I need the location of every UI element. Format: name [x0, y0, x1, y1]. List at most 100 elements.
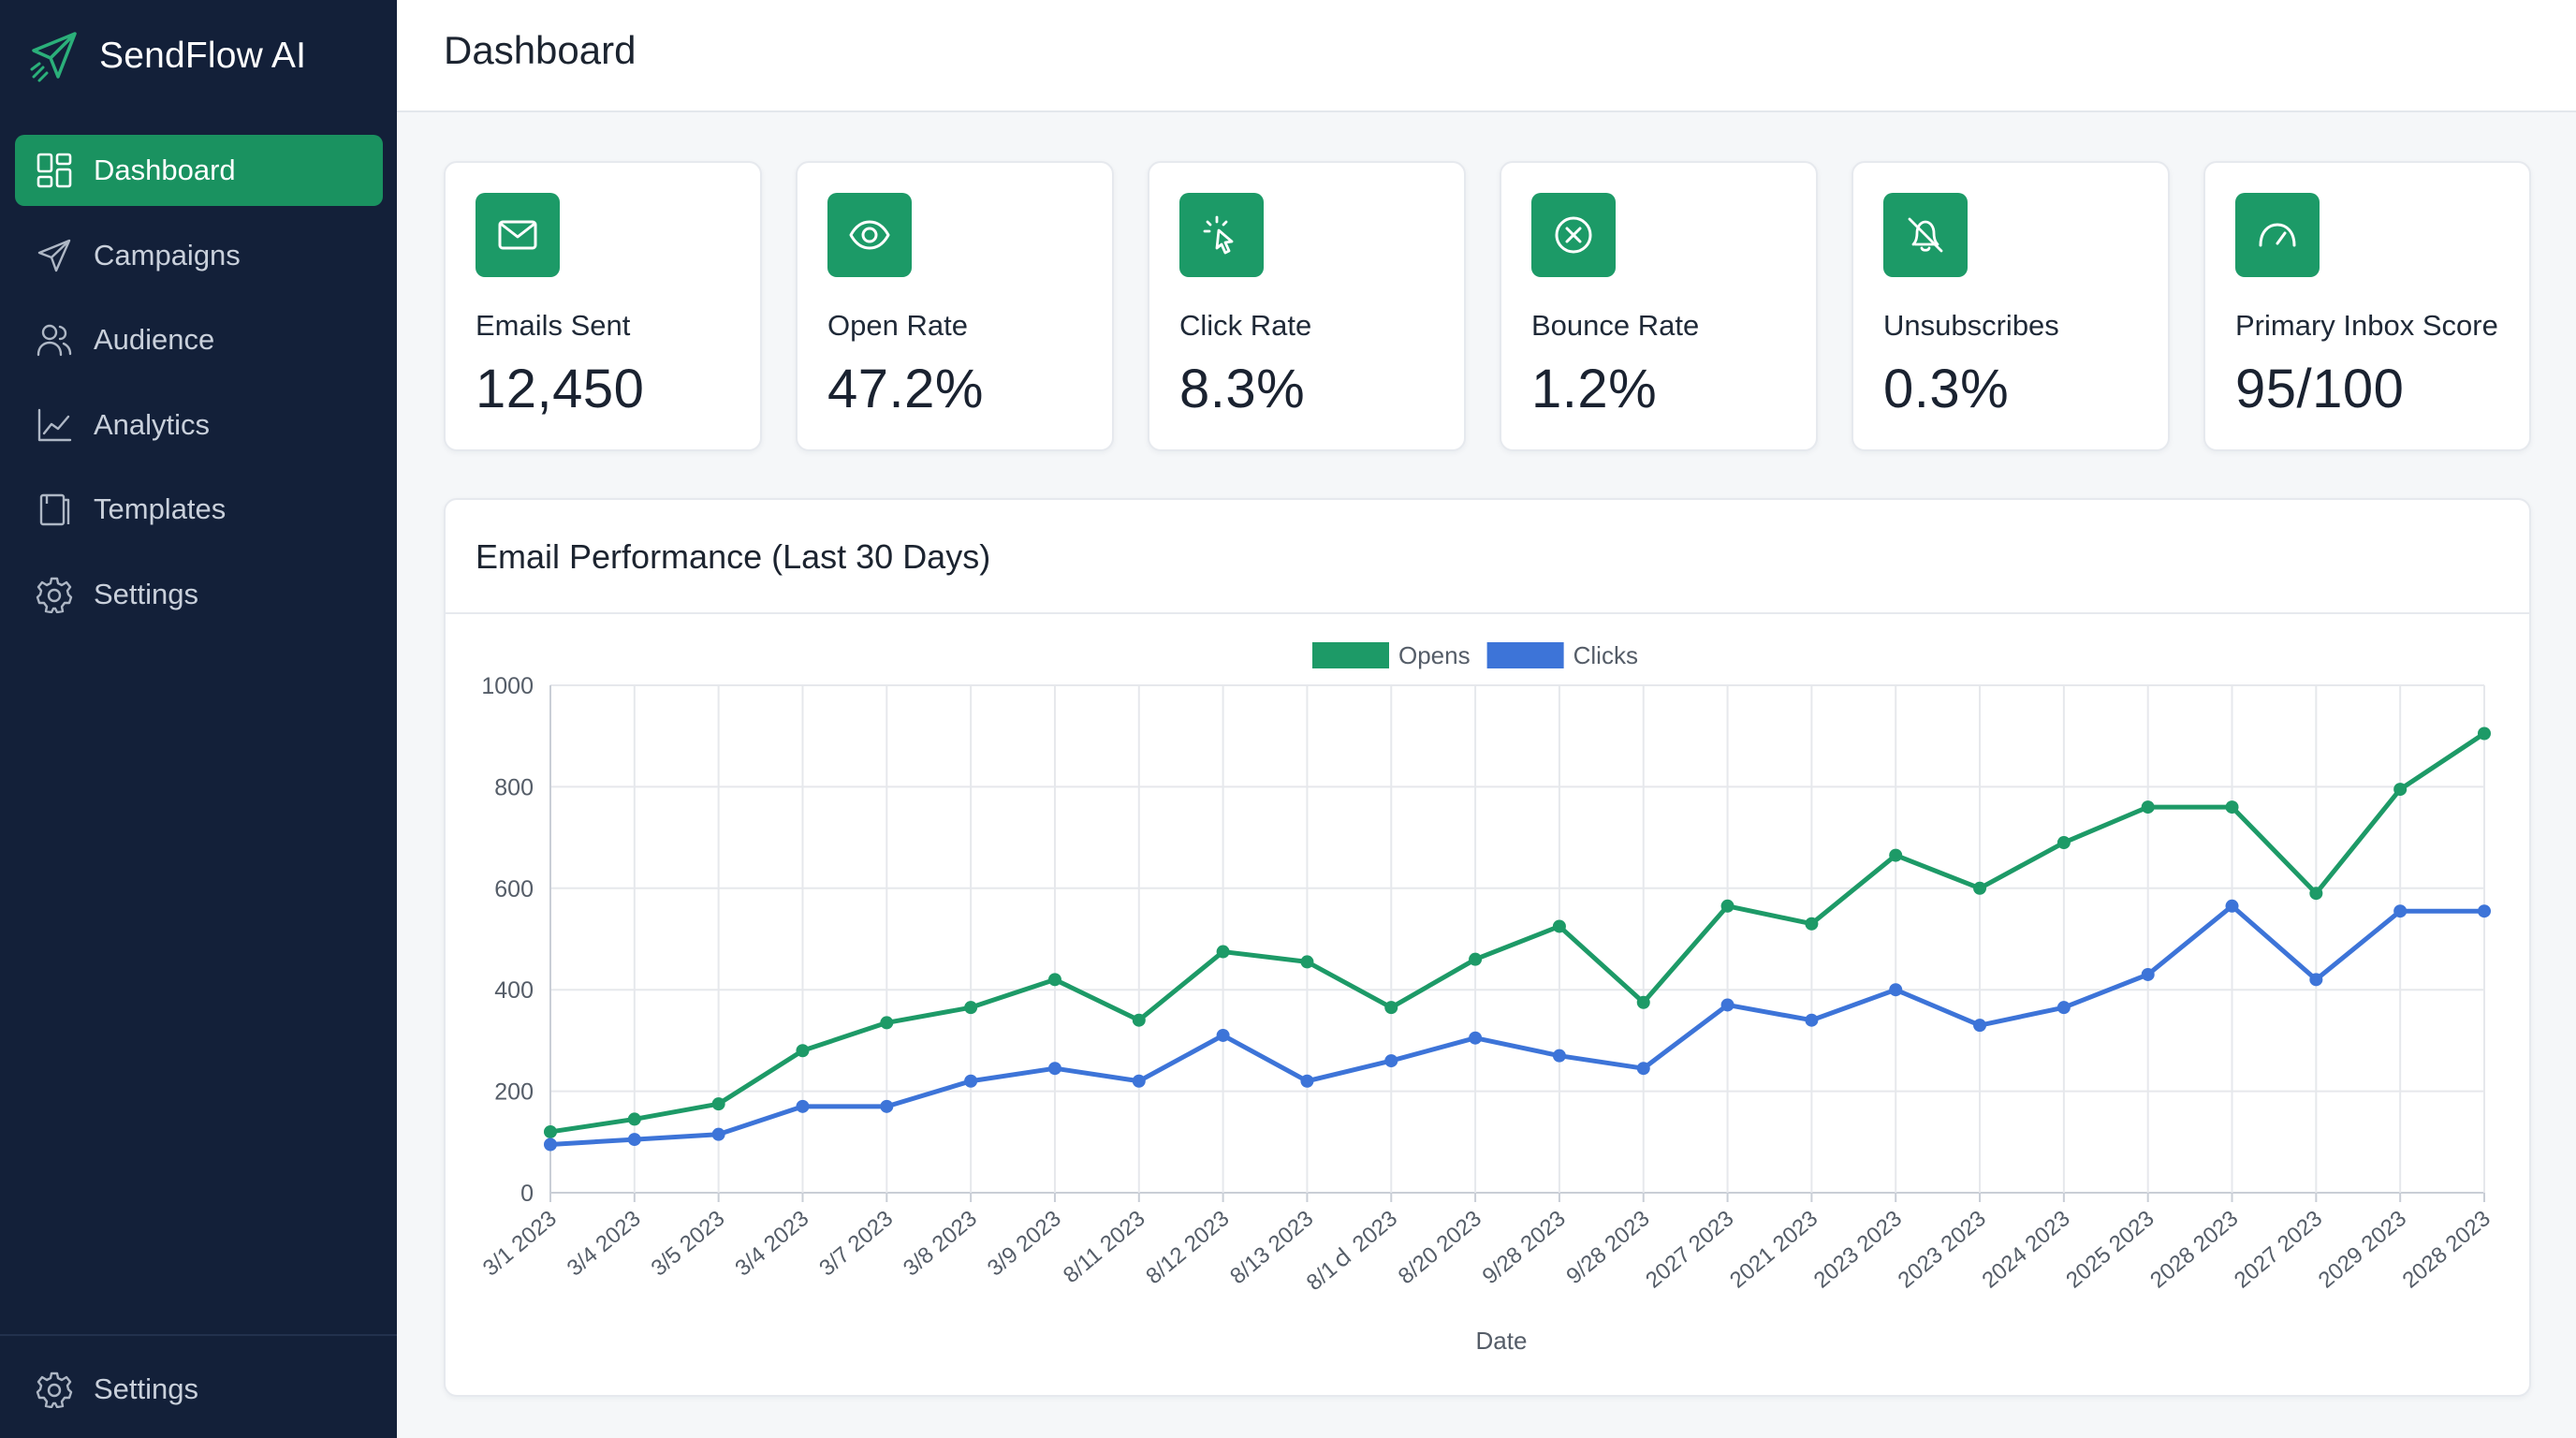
data-point-opens: [1384, 1001, 1398, 1015]
panel-divider: [446, 612, 2529, 614]
x-tick-label: 2024 2023: [1977, 1206, 2074, 1294]
series-line-clicks: [549, 903, 2484, 1148]
data-point-clicks: [2056, 1001, 2071, 1015]
chart-series: [544, 726, 2491, 1152]
data-point-clicks: [2309, 973, 2323, 987]
sidebar-item-label: Audience: [94, 323, 215, 356]
data-point-clicks: [880, 1099, 894, 1113]
series-line-opens: [549, 731, 2486, 1135]
stat-card-unsubscribes[interactable]: Unsubscribes 0.3%: [1852, 161, 2170, 451]
data-point-clicks: [1973, 1019, 1987, 1033]
y-tick-label: 200: [494, 1079, 534, 1106]
x-tick-label: 2028 2023: [2145, 1206, 2243, 1294]
sidebar-item-settings[interactable]: Settings: [15, 559, 383, 630]
data-point-opens: [1889, 848, 1903, 862]
sidebar-item-analytics[interactable]: Analytics: [15, 389, 383, 461]
sidebar-item-campaigns[interactable]: Campaigns: [15, 220, 383, 291]
stat-card-bounce-rate[interactable]: Bounce Rate 1.2%: [1500, 161, 1818, 451]
x-tick-label: 3/4 2023: [563, 1206, 646, 1282]
x-tick-label: 8/12 2023: [1141, 1206, 1234, 1289]
x-tick-label: 8/1ｄ 2023: [1302, 1206, 1402, 1296]
data-point-opens: [711, 1097, 725, 1111]
x-axis-ticks: 3/1 2023 3/4 2023 3/5 2023 3/4 2023 3/7 2023…: [478, 1206, 2496, 1296]
legend-label-clicks: Clicks: [1573, 641, 1638, 669]
stat-card-emails-sent[interactable]: Emails Sent 12,450: [444, 161, 762, 451]
stat-value: 1.2%: [1531, 359, 1658, 419]
stat-value: 12,450: [476, 359, 645, 419]
stat-label: Unsubscribes: [1883, 309, 2059, 342]
brand[interactable]: SendFlow AI: [30, 26, 306, 86]
cursor-click-icon: [1179, 193, 1264, 277]
data-point-clicks: [964, 1074, 978, 1088]
line-chart-icon: [37, 408, 72, 441]
x-tick-label: 8/11 2023: [1059, 1206, 1150, 1288]
sidebar-item-label: Templates: [94, 492, 227, 525]
legend-swatch-clicks: [1486, 642, 1564, 668]
data-point-clicks: [1552, 1049, 1566, 1063]
bell-off-icon: [1883, 193, 1968, 277]
sidebar-item-label: Campaigns: [94, 238, 241, 271]
data-point-opens: [1216, 945, 1230, 959]
eye-icon: [827, 193, 912, 277]
stat-value: 0.3%: [1883, 359, 2010, 419]
stat-label: Primary Inbox Score: [2235, 309, 2498, 342]
data-point-opens: [1469, 952, 1483, 966]
x-tick-label: 2023 2023: [1894, 1206, 1991, 1294]
x-circle-icon: [1531, 193, 1616, 277]
data-point-opens: [964, 1001, 978, 1015]
data-point-clicks: [1132, 1074, 1146, 1088]
stat-card-click-rate[interactable]: Click Rate 8.3%: [1148, 161, 1466, 451]
page-header: Dashboard: [397, 0, 2576, 112]
data-point-clicks: [796, 1099, 810, 1113]
sidebar-item-dashboard[interactable]: Dashboard: [15, 135, 383, 206]
data-point-opens: [1552, 919, 1566, 933]
y-tick-label: 1000: [481, 673, 534, 699]
envelope-icon: [476, 193, 560, 277]
stat-value: 95/100: [2235, 359, 2405, 419]
data-point-clicks: [2141, 967, 2155, 981]
data-point-clicks: [2478, 904, 2491, 918]
chart-title: Email Performance (Last 30 Days): [476, 537, 991, 576]
sidebar-item-templates[interactable]: Templates: [15, 474, 383, 545]
sidebar-nav: Dashboard Campaigns Audience Analytics: [15, 135, 383, 643]
chart-legend: Opens Clicks: [1312, 641, 1638, 669]
data-point-clicks: [2393, 904, 2408, 918]
data-point-clicks: [2225, 899, 2239, 913]
x-tick-label: 3/4 2023: [730, 1206, 813, 1282]
users-icon: [37, 324, 72, 357]
data-point-clicks: [1469, 1031, 1483, 1045]
sidebar-item-label: Settings: [94, 1372, 199, 1405]
data-point-opens: [1636, 995, 1650, 1009]
sidebar-item-audience[interactable]: Audience: [15, 304, 383, 375]
y-tick-label: 600: [494, 876, 534, 902]
x-tick-label: 2021 2023: [1725, 1206, 1822, 1294]
x-tick-label: 2029 2023: [2314, 1206, 2411, 1294]
sidebar: SendFlow AI Dashboard Campaigns Audience: [0, 0, 397, 1438]
data-point-opens: [796, 1044, 810, 1058]
stat-label: Emails Sent: [476, 309, 631, 342]
sidebar-item-label: Dashboard: [94, 154, 236, 186]
data-point-opens: [1720, 899, 1734, 913]
x-tick-label: 3/7 2023: [814, 1206, 898, 1282]
data-point-opens: [2056, 836, 2071, 850]
data-point-clicks: [1216, 1028, 1230, 1042]
stat-label: Bounce Rate: [1531, 309, 1700, 342]
data-point-opens: [2478, 726, 2491, 741]
data-point-clicks: [1636, 1062, 1650, 1076]
paper-plane-logo-icon: [30, 32, 77, 82]
sidebar-bottom: Settings: [15, 1354, 383, 1438]
stat-card-primary-inbox-score[interactable]: Primary Inbox Score 95/100: [2203, 161, 2531, 451]
x-tick-label: 2028 2023: [2398, 1206, 2496, 1294]
gauge-icon: [2235, 193, 2320, 277]
sidebar-bottom-settings[interactable]: Settings: [15, 1354, 383, 1425]
legend-label-opens: Opens: [1398, 641, 1471, 669]
x-tick-label: 8/20 2023: [1394, 1206, 1486, 1289]
data-point-opens: [627, 1112, 641, 1126]
data-point-opens: [2141, 800, 2155, 814]
sidebar-item-label: Analytics: [94, 407, 211, 441]
data-point-opens: [2309, 887, 2323, 901]
x-tick-label: 2027 2023: [2230, 1206, 2327, 1294]
stat-label: Open Rate: [827, 309, 968, 342]
stat-card-open-rate[interactable]: Open Rate 47.2%: [796, 161, 1114, 451]
